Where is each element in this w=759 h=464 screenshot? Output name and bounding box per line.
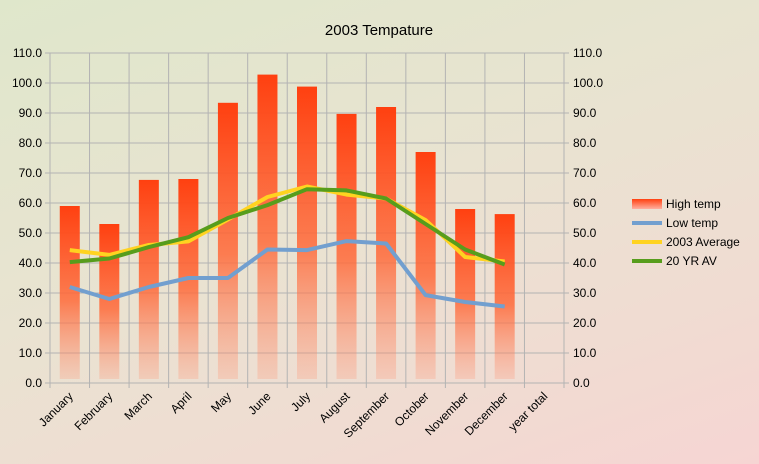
y-axis-right: 0.0 10.0 20.0 30.0 40.0 50.0 60.0 70.0 80.0 90.0 1… — [573, 46, 603, 390]
line-20-yr-av — [69, 187, 506, 267]
bar-high-temp — [138, 179, 159, 379]
y-tick-label-right: 100.0 — [573, 76, 603, 90]
y-tick-label-left: 110.0 — [13, 46, 42, 60]
y-tick-label-left: 0.0 — [25, 376, 42, 390]
y-tick-label-left: 80.0 — [19, 136, 43, 150]
y-tick-label-right: 110.0 — [573, 46, 602, 60]
bar-series-high-temp — [59, 74, 515, 380]
bar-high-temp — [99, 224, 120, 379]
y-tick-label-right: 0.0 — [573, 376, 590, 390]
y-tick-label-left: 90.0 — [19, 106, 43, 120]
legend-label-high-temp: High temp — [666, 197, 721, 211]
legend: High temp Low temp 2003 Average 20 YR AV — [632, 197, 740, 268]
y-tick-label-right: 40.0 — [573, 256, 597, 270]
y-tick-label-left: 20.0 — [19, 316, 43, 330]
x-tick-label: March — [121, 389, 154, 422]
x-tick-label: February — [72, 389, 116, 433]
x-tick-label: June — [245, 389, 274, 418]
line-series — [69, 184, 506, 309]
x-tick-label: October — [392, 389, 432, 429]
legend-label-2003-average: 2003 Average — [666, 235, 740, 249]
y-tick-label-right: 80.0 — [573, 136, 597, 150]
x-tick-label: August — [316, 389, 353, 426]
bar-high-temp — [257, 74, 278, 379]
bar-high-temp — [415, 152, 436, 379]
x-tick-label: year total — [506, 389, 551, 434]
y-tick-label-left: 70.0 — [19, 166, 43, 180]
legend-label-low-temp: Low temp — [666, 216, 718, 230]
y-tick-label-right: 50.0 — [573, 226, 597, 240]
y-tick-label-left: 40.0 — [19, 256, 43, 270]
line-low-temp — [69, 239, 505, 309]
bar-high-temp — [494, 214, 515, 379]
chart-title: 2003 Tempature — [325, 22, 433, 39]
bar-high-temp — [336, 113, 357, 380]
y-axis-left: 0.0 10.0 20.0 30.0 40.0 50.0 60.0 70.0 80.0 90.0 1… — [12, 46, 42, 390]
y-tick-label-right: 60.0 — [573, 196, 597, 210]
y-tick-label-right: 90.0 — [573, 106, 597, 120]
bar-high-temp — [455, 209, 476, 379]
x-tick-label: December — [462, 389, 511, 438]
y-tick-label-right: 70.0 — [573, 166, 597, 180]
y-tick-label-left: 100.0 — [12, 76, 42, 90]
gridlines — [45, 52, 569, 388]
legend-label-20-yr-av: 20 YR AV — [666, 254, 717, 268]
x-tick-label: July — [288, 389, 313, 414]
bar-high-temp — [59, 206, 80, 379]
x-tick-label: April — [168, 389, 195, 416]
y-tick-label-left: 10.0 — [19, 346, 43, 360]
y-tick-label-left: 50.0 — [19, 226, 43, 240]
y-tick-label-left: 60.0 — [19, 196, 43, 210]
bar-high-temp — [297, 86, 317, 379]
x-tick-label: May — [208, 389, 234, 415]
y-tick-label-right: 10.0 — [573, 346, 597, 360]
bar-high-temp — [217, 102, 238, 380]
x-tick-label: January — [36, 389, 76, 429]
y-tick-label-left: 30.0 — [19, 286, 43, 300]
y-tick-label-right: 30.0 — [573, 286, 597, 300]
y-tick-label-right: 20.0 — [573, 316, 597, 330]
legend-swatch-high-temp — [632, 199, 662, 209]
